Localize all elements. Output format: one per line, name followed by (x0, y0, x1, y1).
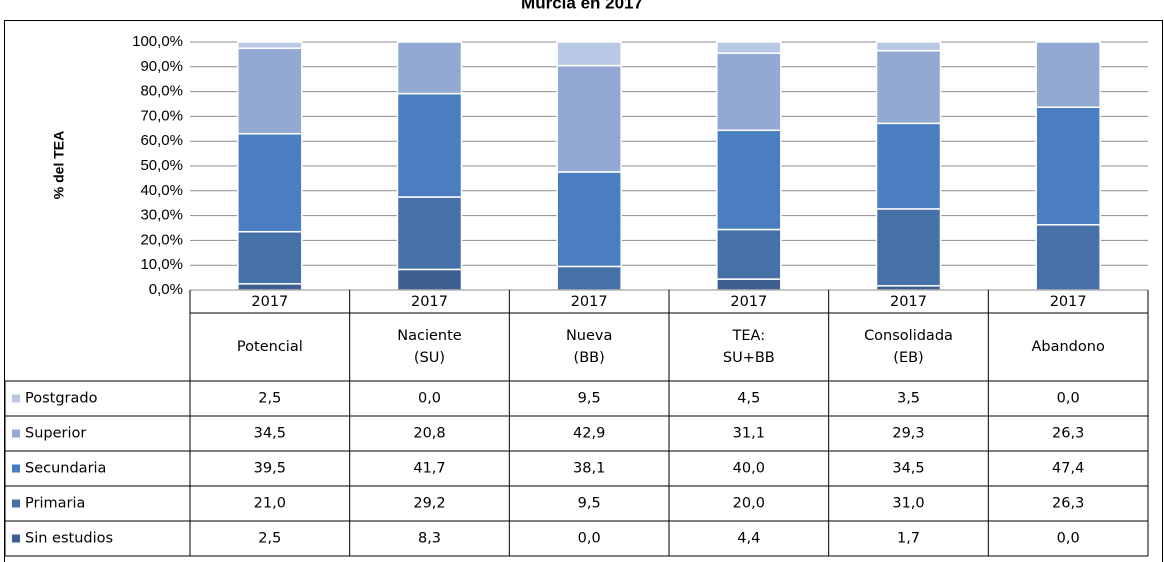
y-axis-label: % del TEA (51, 131, 67, 199)
table-value: 41,7 (413, 461, 445, 477)
table-value: 21,0 (254, 496, 286, 512)
bar-segment (396, 196, 463, 271)
table-value: 40,0 (733, 461, 765, 477)
bar-segment (1035, 41, 1101, 108)
bar-segment (237, 283, 303, 291)
legend-label: Superior (25, 426, 86, 442)
x-tick-label: 2017 (251, 294, 288, 310)
table-value: 3,5 (897, 391, 920, 407)
y-tick-label: 60,0% (140, 132, 183, 149)
bar-segment (556, 171, 622, 268)
legend-label: Postgrado (25, 391, 98, 407)
x-tick-label: (BB) (574, 350, 605, 366)
chart-title: Murcia en 2017 (521, 0, 643, 12)
bar-segment (1035, 106, 1101, 226)
bar-segment (716, 52, 782, 132)
table-value: 2,5 (258, 531, 281, 547)
table-value: 42,9 (573, 426, 605, 442)
bar-segment (237, 230, 303, 285)
table-value: 26,3 (1052, 496, 1084, 512)
bar-segment (716, 278, 782, 291)
bar-segment (875, 41, 942, 52)
bar-segment (716, 41, 782, 54)
x-tick-label: 2017 (571, 294, 608, 310)
y-tick-label: 10,0% (140, 256, 183, 273)
x-tick-label: (SU) (414, 350, 445, 366)
table-value: 29,2 (413, 496, 445, 512)
table-value: 31,1 (733, 426, 765, 442)
legend-swatch (12, 464, 20, 473)
table-value: 31,0 (892, 496, 924, 512)
table-value: 9,5 (578, 496, 601, 512)
y-tick-label: 80,0% (140, 83, 183, 100)
y-tick-label: 20,0% (140, 231, 183, 248)
table-value: 0,0 (1057, 531, 1080, 547)
x-tick-label: TEA: (732, 328, 766, 344)
x-tick-label: (EB) (893, 350, 923, 366)
table-value: 1,7 (897, 531, 920, 547)
bar-segment (556, 64, 622, 173)
x-tick-label: 2017 (730, 294, 767, 310)
table-value: 0,0 (418, 391, 441, 407)
legend-swatch (12, 429, 20, 438)
table-value: 0,0 (1057, 391, 1080, 407)
legend-swatch (12, 499, 20, 508)
x-tick-label: 2017 (890, 294, 927, 310)
bar-segment (716, 228, 782, 280)
table-value: 20,0 (733, 496, 765, 512)
bar-segment (396, 41, 463, 95)
table-value: 29,3 (892, 426, 924, 442)
legend-label: Sin estudios (25, 531, 113, 547)
table-value: 47,4 (1052, 461, 1084, 477)
table-value: 0,0 (578, 531, 601, 547)
x-tick-label: Naciente (397, 328, 462, 344)
x-tick-label: Abandono (1031, 339, 1104, 355)
bar-segment (396, 268, 463, 291)
table-value: 20,8 (413, 426, 445, 442)
bar-segment (875, 49, 942, 125)
x-tick-label: SU+BB (723, 350, 775, 366)
bar-segment (875, 208, 942, 287)
y-tick-label: 70,0% (140, 107, 183, 124)
legend-label: Secundaria (25, 461, 106, 477)
table-value: 8,3 (418, 531, 441, 547)
y-tick-label: 90,0% (140, 58, 183, 75)
y-tick-label: 50,0% (140, 157, 183, 174)
bar-segment (237, 47, 303, 135)
bar-segment (556, 265, 622, 291)
table-value: 39,5 (254, 461, 286, 477)
table-value: 2,5 (258, 391, 281, 407)
y-tick-label: 0,0% (149, 281, 183, 298)
legend-swatch (12, 394, 20, 403)
legend-label: Primaria (25, 496, 85, 512)
table-value: 34,5 (254, 426, 286, 442)
x-tick-label: 2017 (1050, 294, 1087, 310)
table-value: 38,1 (573, 461, 605, 477)
bar-segment (716, 129, 782, 231)
legend-swatch (12, 534, 20, 543)
bar-segment (237, 133, 303, 233)
table-value: 34,5 (892, 461, 924, 477)
bar-segment (237, 41, 303, 49)
chart-border (4, 20, 1163, 562)
bar-segment (556, 41, 622, 67)
x-tick-label: Consolidada (864, 328, 953, 344)
table-value: 9,5 (578, 391, 601, 407)
table-value: 4,4 (737, 531, 760, 547)
bar-segment (1035, 224, 1101, 291)
x-tick-label: Nueva (566, 328, 612, 344)
y-tick-label: 40,0% (140, 182, 183, 199)
y-tick-label: 30,0% (140, 207, 183, 224)
x-tick-label: Potencial (237, 339, 303, 355)
table-value: 4,5 (737, 391, 760, 407)
bar-segment (875, 122, 942, 210)
table-value: 26,3 (1052, 426, 1084, 442)
y-tick-label: 100,0% (132, 33, 183, 50)
bar-segment (396, 92, 463, 198)
x-tick-label: 2017 (411, 294, 448, 310)
